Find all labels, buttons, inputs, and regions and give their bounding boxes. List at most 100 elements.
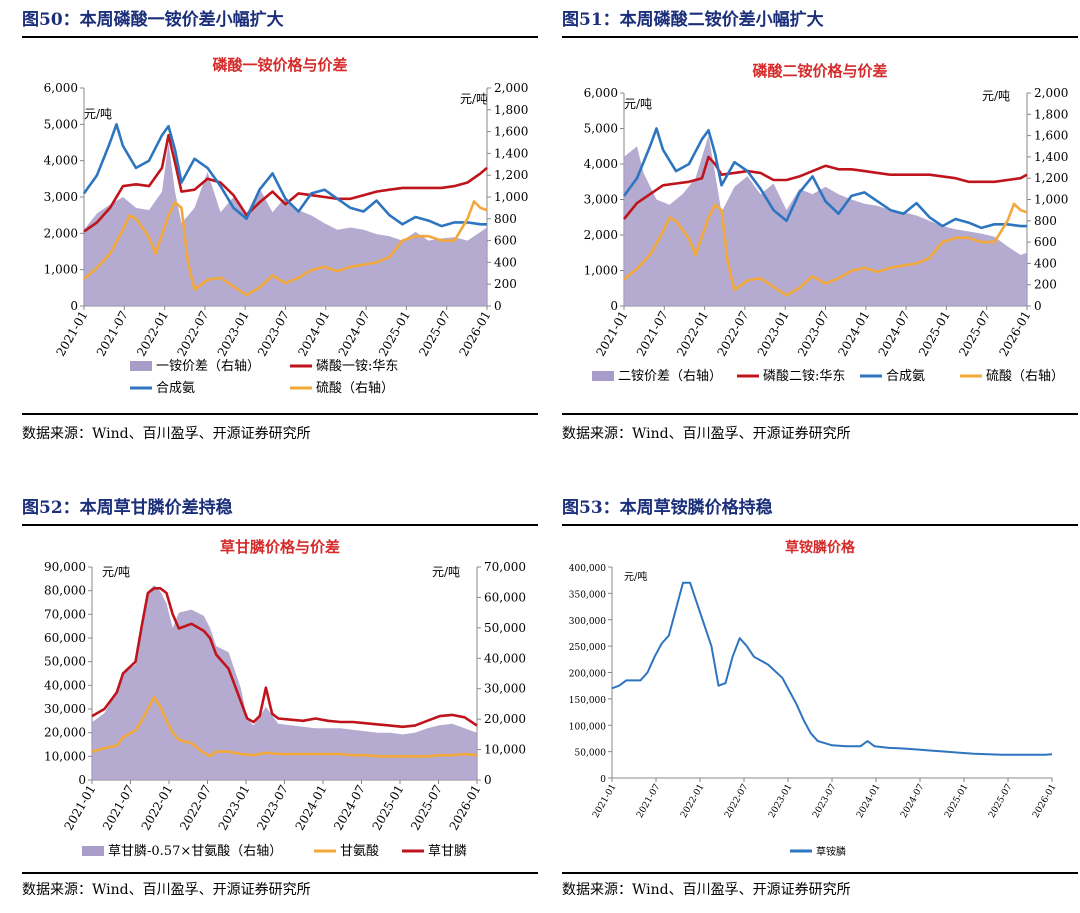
source-rule	[562, 413, 1078, 415]
x-tick-label: 2024-07	[876, 309, 913, 359]
series-line-1	[83, 133, 488, 233]
x-tick-label: 2024-01	[295, 309, 332, 359]
source-rule	[22, 872, 538, 874]
x-tick-label: 2022-01	[679, 783, 706, 820]
y-tick-label-right: 1,600	[1034, 129, 1068, 143]
x-tick-label: 2026-01	[997, 309, 1034, 359]
series-area-0	[92, 585, 477, 780]
y-tick-label-left: 4,000	[44, 154, 78, 168]
source-rule	[22, 413, 538, 415]
y-tick-label-left: 4,000	[584, 157, 618, 171]
chart-title: 磷酸一铵价格与价差	[212, 56, 347, 74]
x-tick-label: 2024-01	[855, 783, 882, 820]
y-tick-label-right: 0	[494, 299, 502, 313]
y-tick-label-left: 350,000	[569, 590, 606, 600]
y-tick-label-right: 50,000	[484, 621, 526, 635]
chart-area: 磷酸二铵价格与价差元/吨元/吨01,0002,0003,0004,0005,00…	[584, 62, 1069, 384]
data-source: 数据来源：Wind、百川盈孚、开源证券研究所	[562, 882, 851, 898]
y-tick-label-left: 3,000	[584, 193, 618, 207]
y-tick-label-right: 600	[1034, 235, 1057, 249]
chart-title: 草甘膦价格与价差	[220, 538, 340, 556]
y-tick-label-left: 90,000	[44, 560, 86, 574]
series-area-0	[624, 135, 1027, 306]
x-tick-label: 2022-01	[139, 783, 176, 833]
title-rule	[562, 36, 1078, 38]
x-tick-label: 2025-07	[408, 783, 445, 833]
figure-title: 图51：本周磷酸二铵价差小幅扩大	[562, 10, 824, 30]
chart-area: 磷酸一铵价格与价差元/吨元/吨01,0002,0003,0004,0005,00…	[44, 56, 529, 396]
y-tick-label-left: 1,000	[44, 263, 78, 277]
figure-panel-51: 图51：本周磷酸二铵价差小幅扩大 磷酸二铵价格与价差 元/吨 元/吨 0 1,000 2,…	[562, 0, 1078, 455]
y-tick-label-left: 6,000	[584, 86, 618, 100]
y-tick-label-left: 2,000	[584, 228, 618, 242]
y-tick-label-left: 70,000	[44, 607, 86, 621]
x-tick-label: 2022-01	[134, 309, 171, 359]
y-tick-label-left: 3,000	[44, 190, 78, 204]
x-tick-label: 2023-01	[215, 309, 252, 359]
legend-swatch	[82, 846, 104, 856]
unit-label-left: 元/吨	[624, 97, 652, 111]
y-tick-label-right: 1,200	[1034, 171, 1068, 185]
unit-label-left: 元/吨	[624, 570, 647, 583]
y-tick-label-right: 800	[1034, 214, 1057, 228]
series-line-3	[83, 200, 488, 297]
x-tick-label: 2024-07	[899, 782, 926, 820]
legend-label: 合成氨	[886, 369, 925, 384]
y-tick-label-left: 1,000	[584, 264, 618, 278]
y-tick-label-right: 1,800	[494, 103, 528, 117]
y-tick-label-left: 5,000	[584, 122, 618, 136]
unit-label-right: 元/吨	[982, 89, 1010, 103]
legend-label: 草甘膦-0.57×甘氨酸（右轴）	[108, 844, 282, 859]
y-tick-label-right: 20,000	[484, 712, 526, 726]
x-tick-label: 2023-07	[255, 309, 292, 359]
y-tick-label-left: 0	[78, 773, 86, 787]
unit-label-left: 元/吨	[102, 565, 130, 579]
y-tick-label-left: 300,000	[569, 617, 606, 627]
x-tick-label: 2023-07	[811, 782, 838, 820]
y-tick-label-left: 30,000	[44, 702, 86, 716]
figure-panel-50: 图50：本周磷酸一铵价差小幅扩大 磷酸一铵价格与价差 元/吨 元/吨 0 1,000 2,…	[22, 0, 538, 455]
series-line-2	[622, 127, 1027, 230]
series-line-1	[622, 155, 1028, 220]
y-tick-label-left: 0	[70, 299, 78, 313]
legend-label: 硫酸（右轴）	[986, 369, 1064, 384]
unit-label-right: 元/吨	[432, 565, 460, 579]
x-tick-label: 2021-07	[100, 783, 137, 833]
y-tick-label-left: 10,000	[44, 749, 86, 763]
y-tick-label-right: 70,000	[484, 560, 526, 574]
y-tick-label-right: 400	[1034, 256, 1057, 270]
x-tick-label: 2023-07	[254, 783, 291, 833]
y-tick-label-left: 60,000	[44, 631, 86, 645]
x-tick-label: 2021-07	[94, 309, 131, 359]
y-tick-label-left: 50,000	[44, 655, 86, 669]
x-tick-label: 2025-07	[987, 782, 1014, 820]
y-tick-label-right: 1,200	[494, 168, 528, 182]
y-tick-label-right: 200	[1034, 278, 1057, 292]
x-tick-label: 2021-01	[54, 309, 91, 359]
y-tick-label-left: 20,000	[44, 726, 86, 740]
y-tick-label-right: 40,000	[484, 651, 526, 665]
x-tick-label: 2026-01	[457, 309, 494, 359]
y-tick-label-left: 80,000	[44, 584, 86, 598]
y-tick-label-left: 400,000	[569, 564, 606, 574]
y-tick-label-right: 1,600	[494, 125, 528, 139]
figure-panel-53: 图53：本周草铵膦价格持稳 草铵膦价格 元/吨 0 50,000 100,000 150,…	[562, 494, 1078, 913]
series-line-1	[91, 695, 478, 758]
y-tick-label-right: 1,400	[494, 146, 528, 160]
series-line-2	[82, 123, 487, 228]
source-rule	[562, 872, 1078, 874]
x-tick-label: 2022-07	[714, 309, 751, 359]
figure-panel-52: 图52：本周草甘膦价差持稳 草甘膦价格与价差 元/吨 元/吨 0 10,000 20,00…	[22, 494, 538, 913]
x-tick-label: 2023-07	[795, 309, 832, 359]
legend-label: 磷酸二铵:华东	[763, 369, 845, 384]
y-tick-label-right: 400	[494, 255, 517, 269]
data-source: 数据来源：Wind、百川盈孚、开源证券研究所	[562, 426, 851, 442]
y-tick-label-right: 2,000	[494, 81, 528, 95]
y-tick-label-left: 2,000	[44, 226, 78, 240]
x-tick-label: 2024-07	[336, 309, 373, 359]
legend-label: 硫酸（右轴）	[316, 381, 394, 396]
series-line-2	[91, 587, 478, 729]
x-tick-label: 2021-07	[635, 782, 662, 820]
y-tick-label-right: 1,000	[1034, 193, 1068, 207]
